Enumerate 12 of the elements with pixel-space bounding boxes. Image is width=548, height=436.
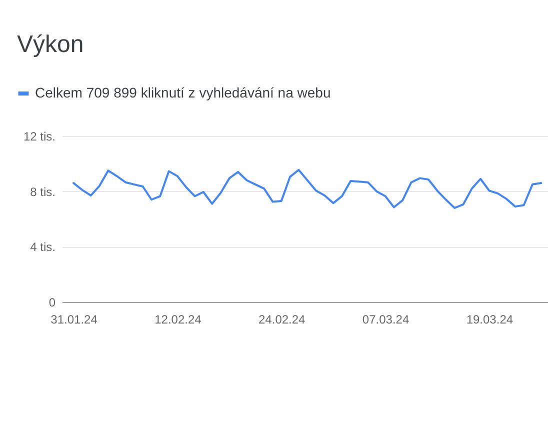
y-tick-label: 8 tis. [30, 184, 56, 199]
x-tick-label: 24.02.24 [258, 312, 306, 326]
x-tick-label: 12.02.24 [154, 312, 202, 326]
line-series [72, 168, 542, 209]
legend-label: Celkem 709 899 kliknutí z vyhledávání na webu [35, 84, 331, 100]
x-tick-label: 31.01.24 [50, 312, 98, 326]
y-tick-label: 0 [48, 296, 56, 310]
y-tick-label: 4 tis. [30, 240, 56, 254]
chart-title: Výkon [17, 31, 84, 59]
x-tick-label: 07.03.24 [362, 312, 410, 326]
y-tick-label: 12 tis. [23, 130, 56, 144]
x-tick-label: 19.03.24 [466, 312, 514, 326]
